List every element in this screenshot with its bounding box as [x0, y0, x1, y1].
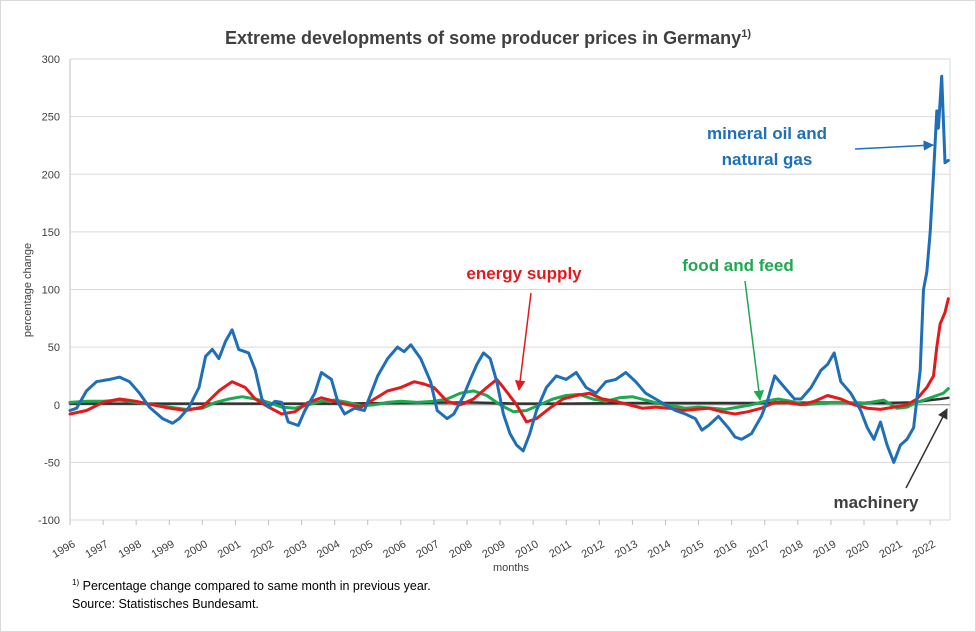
x-tick-label: 1998: [116, 538, 143, 561]
footnote: 1) Percentage change compared to same mo…: [72, 578, 431, 593]
annotation-energy: energy supply: [466, 264, 582, 283]
y-axis-label: percentage change: [22, 243, 34, 337]
y-tick-label: -50: [44, 457, 60, 469]
chart-title-text: Extreme developments of some producer pr…: [225, 28, 742, 48]
x-tick-label: 2012: [580, 538, 607, 561]
y-tick-label: 100: [42, 285, 60, 297]
series-line-mineral-oil-and-natural-gas: [68, 74, 950, 464]
x-tick-label: 2009: [480, 538, 507, 561]
x-tick-label: 2007: [414, 538, 441, 561]
y-tick-label: 150: [42, 227, 60, 239]
annotation-oil-line1: mineral oil and: [707, 124, 827, 143]
y-tick-label: 200: [42, 169, 60, 181]
series-lines: [68, 74, 950, 464]
arrow-food: [744, 280, 765, 402]
arrow-machinery: [905, 408, 948, 489]
x-tick-label: 2005: [348, 538, 375, 561]
y-tick-label: -100: [38, 515, 60, 527]
x-tick-label: 2022: [910, 538, 937, 561]
x-tick-label: 1997: [83, 538, 110, 561]
y-tick-label: 0: [54, 400, 60, 412]
x-tick-label: 2015: [679, 538, 706, 561]
arrow-energy: [514, 292, 532, 392]
arrow-oil: [854, 140, 935, 151]
y-tick-label: 50: [48, 342, 60, 354]
x-tick-label: 2001: [216, 538, 243, 561]
x-tick-label: 2004: [315, 538, 342, 561]
x-tick-label: 2018: [778, 538, 805, 561]
x-tick-label: 1996: [50, 538, 77, 561]
annotation-machinery: machinery: [833, 493, 919, 512]
x-tick-label: 2016: [712, 538, 739, 561]
x-tick-label: 2013: [613, 538, 640, 561]
source-note: Source: Statistisches Bundesamt.: [72, 597, 259, 611]
y-tick-label: 250: [42, 112, 60, 124]
y-tick-label: 300: [42, 54, 60, 66]
chart-title: Extreme developments of some producer pr…: [0, 28, 976, 49]
x-tick-label: 2014: [646, 538, 673, 561]
x-tick-label: 2019: [811, 538, 838, 561]
x-tick-label: 2006: [381, 538, 408, 561]
x-tick-label: 2008: [447, 538, 474, 561]
x-tick-label: 2000: [183, 538, 210, 561]
annotation-arrows: [514, 140, 948, 489]
x-tick-labels: 1996 1997 1998 1999 2000 2001 2002 2003 2004 2005…: [50, 538, 937, 561]
x-tick-label: 1999: [150, 538, 177, 561]
x-tick-label: 2011: [547, 538, 573, 560]
annotation-food: food and feed: [682, 256, 793, 275]
footnote-text: Percentage change compared to same month…: [82, 579, 431, 594]
x-tick-label: 2017: [745, 538, 772, 561]
x-tick-label: 2010: [513, 538, 540, 561]
x-axis-label: months: [493, 562, 530, 574]
footnote-marker: 1): [72, 578, 80, 587]
title-footnote-marker: 1): [741, 28, 751, 40]
x-tick-label: 2003: [282, 538, 309, 561]
y-tick-labels: -100 -50 0 50 100 150 200 250 300: [38, 54, 60, 527]
annotation-oil-line2: natural gas: [722, 150, 813, 169]
x-tick-label: 2020: [844, 538, 871, 561]
x-tick-label: 2002: [249, 538, 276, 561]
series-line-energy-supply: [68, 297, 950, 424]
x-tick-label: 2021: [877, 538, 904, 561]
